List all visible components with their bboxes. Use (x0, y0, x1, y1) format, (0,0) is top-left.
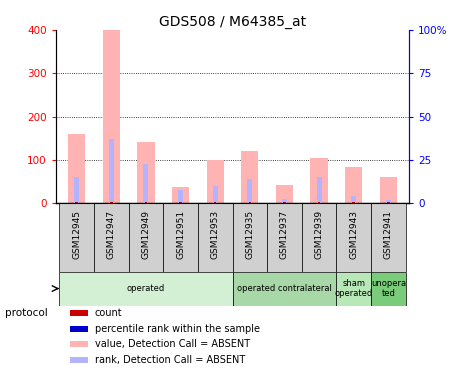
Text: GSM12935: GSM12935 (246, 210, 254, 260)
Bar (206, 160, 224, 203)
Bar (371, 203, 406, 272)
Text: GSM12939: GSM12939 (315, 210, 324, 260)
Bar (163, 203, 198, 272)
Bar (302, 203, 337, 272)
Bar (214, 202, 217, 203)
Bar (70, 310, 87, 316)
Text: GSM12947: GSM12947 (107, 210, 116, 259)
Text: GSM12937: GSM12937 (280, 210, 289, 260)
Bar (213, 186, 218, 203)
Bar (311, 158, 328, 203)
Bar (345, 167, 362, 203)
Bar (137, 142, 154, 203)
Bar (178, 189, 183, 203)
Bar (351, 196, 356, 203)
Text: GSM12941: GSM12941 (384, 210, 393, 259)
Bar (145, 202, 147, 203)
Bar (70, 341, 87, 347)
Text: value, Detection Call = ABSENT: value, Detection Call = ABSENT (95, 339, 250, 349)
Bar (282, 199, 287, 203)
Text: GSM12949: GSM12949 (141, 210, 150, 259)
Bar (267, 203, 302, 272)
Bar (241, 150, 259, 203)
Bar (337, 203, 371, 272)
Bar (110, 202, 113, 203)
Bar (386, 200, 391, 203)
Bar (371, 272, 406, 306)
Bar (247, 179, 252, 203)
Bar (387, 202, 390, 203)
Text: sham
operated: sham operated (335, 279, 373, 298)
Text: operated: operated (127, 284, 165, 293)
Text: rank, Detection Call = ABSENT: rank, Detection Call = ABSENT (95, 355, 245, 365)
Bar (232, 272, 337, 306)
Bar (248, 202, 251, 203)
Bar (317, 177, 322, 203)
Bar (337, 272, 371, 306)
Text: GSM12943: GSM12943 (349, 210, 358, 259)
Bar (74, 177, 79, 203)
Bar (143, 164, 148, 203)
Bar (59, 272, 232, 306)
Bar (179, 202, 182, 203)
Bar (109, 139, 114, 203)
Bar (70, 326, 87, 332)
Text: count: count (95, 308, 122, 318)
Text: GSM12945: GSM12945 (72, 210, 81, 259)
Text: operated contralateral: operated contralateral (237, 284, 332, 293)
Bar (380, 177, 397, 203)
Text: protocol: protocol (5, 308, 47, 318)
Bar (75, 202, 78, 203)
Bar (276, 185, 293, 203)
Text: percentile rank within the sample: percentile rank within the sample (95, 324, 259, 334)
Bar (70, 357, 87, 363)
Bar (94, 203, 128, 272)
Bar (198, 203, 232, 272)
Bar (232, 203, 267, 272)
Bar (103, 30, 120, 203)
Bar (128, 203, 163, 272)
Bar (283, 202, 286, 203)
Bar (352, 202, 355, 203)
Bar (59, 203, 94, 272)
Text: GSM12951: GSM12951 (176, 210, 185, 260)
Text: GSM12953: GSM12953 (211, 210, 219, 260)
Bar (68, 134, 85, 203)
Text: unopera
ted: unopera ted (371, 279, 406, 298)
Title: GDS508 / M64385_at: GDS508 / M64385_at (159, 15, 306, 29)
Bar (172, 187, 189, 203)
Bar (318, 202, 320, 203)
